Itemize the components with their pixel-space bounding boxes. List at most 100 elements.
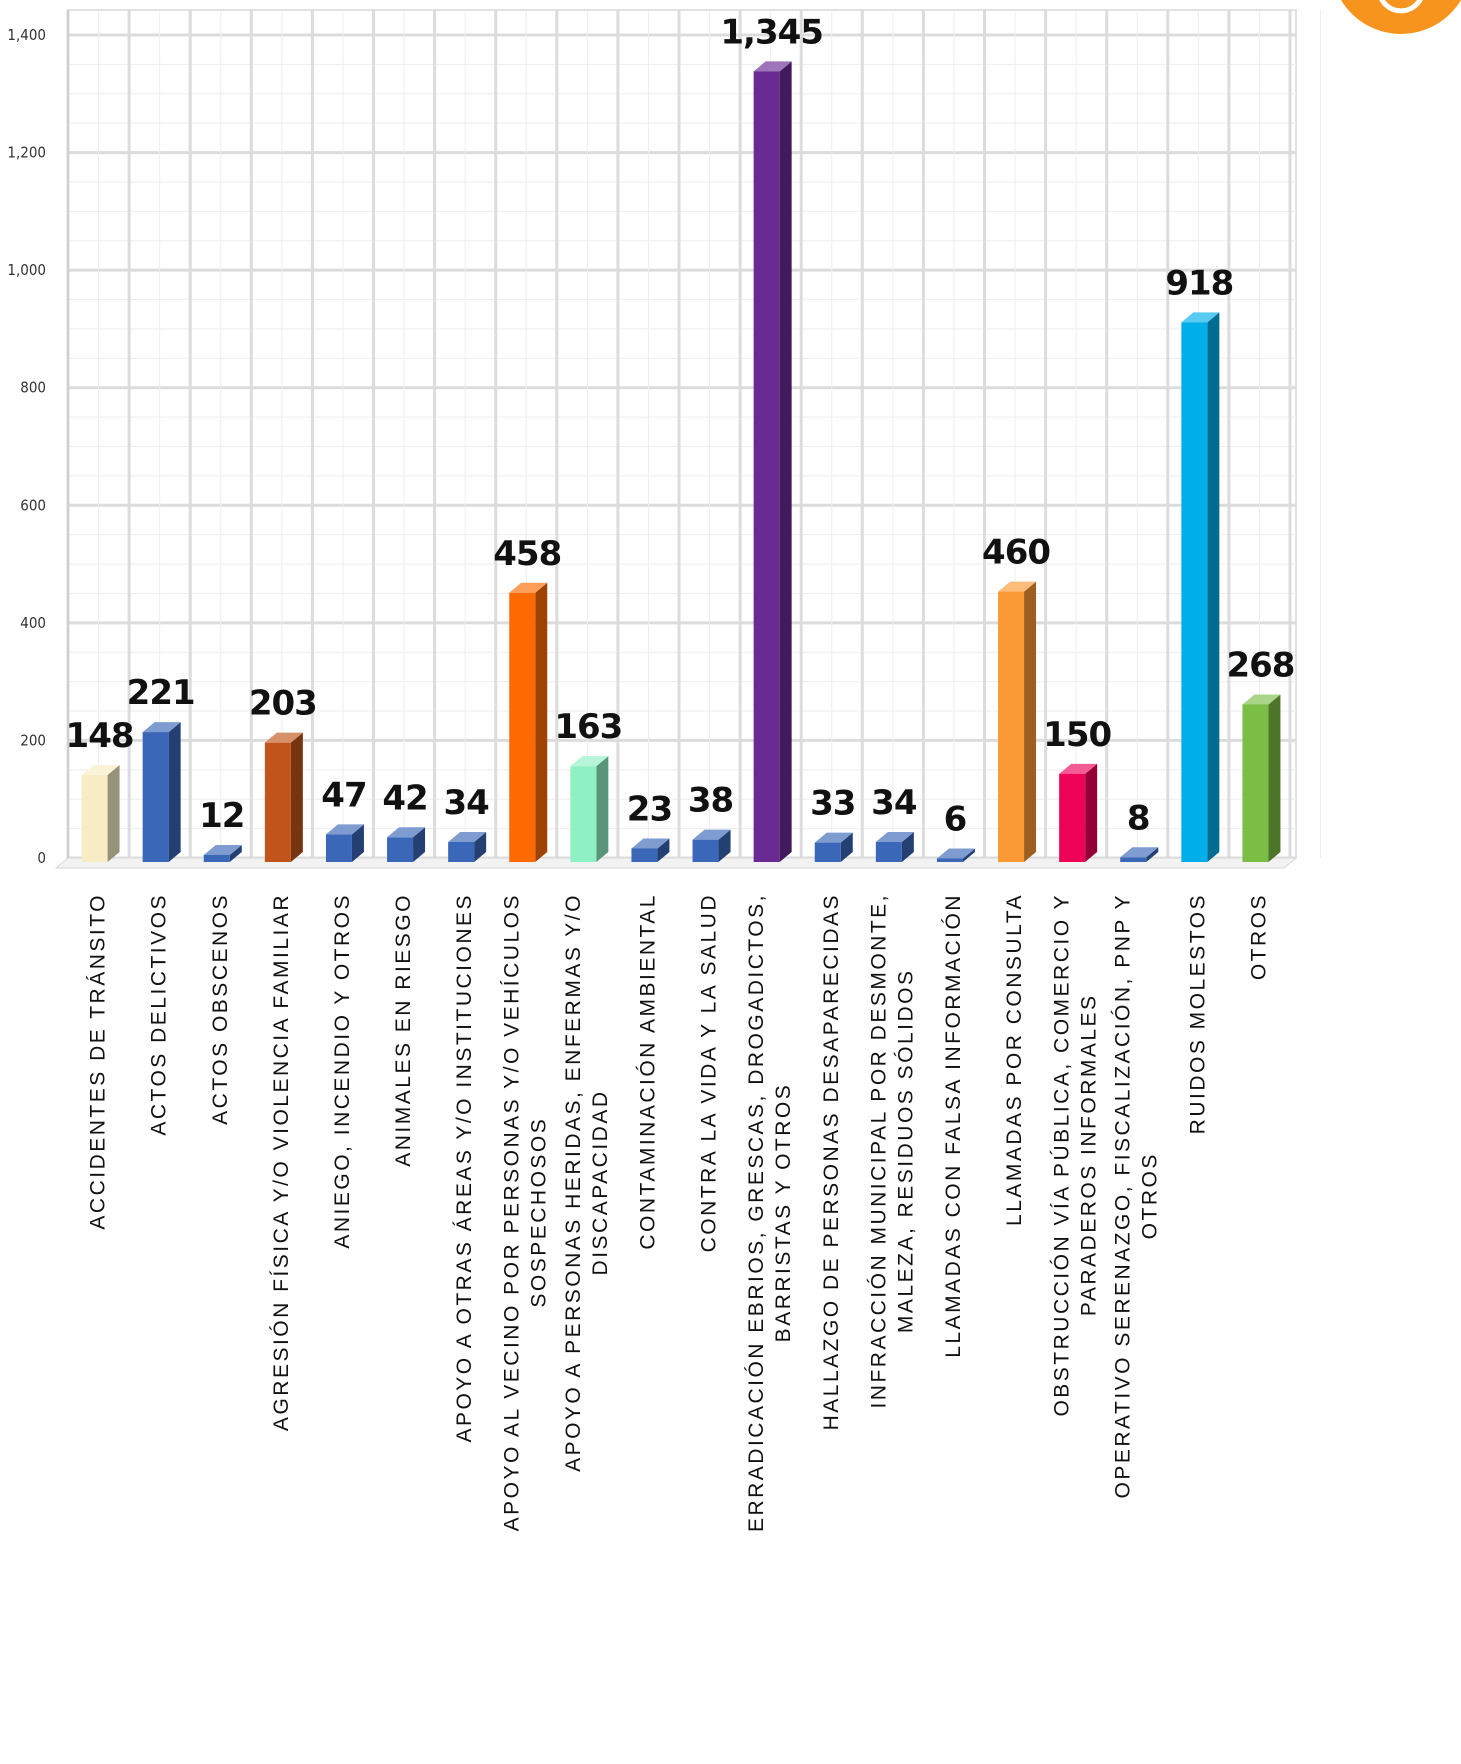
x-category-label: APOYO AL VECINO POR PERSONAS Y/O VEHÍCUL…	[501, 893, 524, 1531]
bar-top	[936, 848, 975, 859]
bar-side	[1207, 312, 1220, 862]
bar-top	[1181, 312, 1220, 323]
x-category-label: AGRESIÓN FÍSICA Y/O VIOLENCIA FAMILIAR	[270, 893, 293, 1431]
bar	[875, 832, 914, 862]
data-label: 458	[493, 534, 561, 574]
bar-front	[936, 858, 963, 862]
bar-top	[203, 844, 242, 855]
y-tick-label: 1,400	[7, 26, 46, 44]
x-category-label: SOSPECHOSOS	[528, 1117, 551, 1308]
bar-side	[657, 838, 670, 862]
bar-top	[692, 829, 731, 840]
bar-top	[325, 824, 364, 835]
bar	[325, 824, 364, 862]
bar-top	[142, 722, 181, 733]
bar-front	[387, 837, 414, 862]
y-tick-label: 200	[20, 731, 46, 749]
bar-front	[570, 766, 597, 862]
bar	[936, 848, 975, 862]
bar	[692, 829, 731, 862]
bar	[998, 581, 1037, 862]
bar-side	[779, 61, 792, 862]
bar-top	[1120, 847, 1159, 858]
bar-front	[264, 742, 291, 862]
x-category-label: ACCIDENTES DE TRÁNSITO	[87, 893, 110, 1230]
data-label: 33	[810, 784, 855, 824]
data-label: 23	[627, 789, 672, 829]
x-axis: ACCIDENTES DE TRÁNSITO ACTOS DELICTIVOS AC…	[87, 893, 1271, 1532]
bar-side	[596, 756, 609, 862]
bar-front	[1242, 704, 1269, 862]
bar-side	[1024, 581, 1037, 862]
x-category-label: ERRADICACIÓN EBRIOS, GRESCAS, DROGADICTO…	[745, 893, 768, 1532]
data-label: 8	[1127, 798, 1150, 838]
bar	[1120, 847, 1159, 862]
bar-side	[474, 832, 487, 862]
bar-side	[413, 827, 426, 862]
x-category-label: BARRISTAS Y OTROS	[772, 1083, 795, 1343]
bar-side	[351, 824, 364, 862]
chart-floor	[54, 857, 1298, 869]
x-category-label: CONTRA LA VIDA Y LA SALUD	[698, 893, 721, 1252]
bar-side	[1146, 847, 1159, 862]
data-label: 34	[871, 783, 917, 823]
bar	[1242, 694, 1281, 862]
bar-front	[1181, 322, 1208, 862]
bar	[631, 838, 670, 862]
bar-front	[814, 842, 841, 862]
bar	[509, 582, 548, 862]
bar-top	[387, 827, 426, 838]
x-category-label: OTROS	[1139, 1152, 1162, 1239]
bar-side	[229, 844, 242, 862]
bar-front	[753, 71, 780, 862]
x-category-label: APOYO A PERSONAS HERIDAS, ENFERMAS Y/O	[562, 893, 585, 1472]
x-category-label: ANIEGO, INCENDIO Y OTROS	[331, 893, 354, 1249]
x-category-label: HALLAZGO DE PERSONAS DESAPARECIDAS	[820, 893, 843, 1430]
grid	[54, 9, 1322, 869]
bar-side	[901, 832, 914, 862]
bar-front	[875, 842, 902, 862]
y-tick-label: 1,200	[7, 144, 46, 162]
x-category-label: CONTAMINACIÓN AMBIENTAL	[636, 893, 659, 1250]
bar-top	[81, 764, 120, 775]
data-label: 150	[1043, 715, 1111, 755]
bar-top	[998, 581, 1037, 592]
bar-side	[1085, 763, 1098, 862]
bar	[1181, 312, 1220, 862]
bar	[448, 832, 487, 862]
bar	[753, 61, 792, 862]
bar-front	[325, 834, 352, 862]
data-label: 148	[66, 716, 134, 756]
x-category-label: ACTOS OBSCENOS	[209, 893, 232, 1125]
x-category-label: ACTOS DELICTIVOS	[148, 893, 171, 1136]
data-label: 12	[199, 796, 244, 836]
bar-front	[1059, 773, 1086, 862]
bar-side	[840, 832, 853, 862]
data-label: 1,345	[720, 12, 823, 52]
y-tick-label: 0	[37, 849, 46, 867]
bar-top	[509, 582, 548, 593]
data-label: 268	[1226, 645, 1294, 685]
bar-side	[535, 582, 548, 862]
x-category-label: LLAMADAS CON FALSA INFORMACIÓN	[942, 893, 965, 1358]
bar-side	[718, 829, 731, 862]
bar-top	[264, 732, 303, 743]
bar-top	[875, 832, 914, 843]
y-tick-label: 400	[20, 614, 46, 632]
bar-front	[448, 842, 475, 862]
bar-front	[692, 839, 719, 862]
y-axis: 0 200 400 600 800 1,000 1,200 1,400	[7, 26, 46, 867]
bar-side	[962, 848, 975, 862]
bar-top	[1242, 694, 1281, 705]
bar-top	[814, 832, 853, 843]
data-label: 460	[982, 533, 1050, 573]
bar-top	[753, 61, 792, 72]
bar	[1059, 763, 1098, 862]
logo-icon	[1341, 0, 1461, 34]
bar-front	[509, 592, 536, 862]
x-category-label: OPERATIVO SERENAZGO, FISCALIZACIÓN, PNP …	[1112, 893, 1135, 1498]
bar-front	[1120, 857, 1147, 862]
